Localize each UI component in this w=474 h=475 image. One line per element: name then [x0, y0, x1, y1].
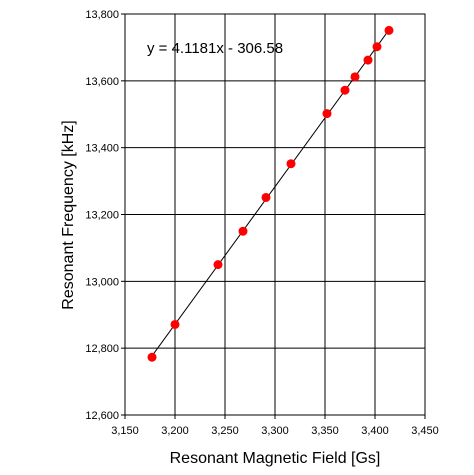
data-point [350, 72, 360, 82]
x-tick-label: 3,200 [161, 425, 189, 437]
y-axis-ticks: 12,600 12,800 13,000 13,200 13,400 13,600 13,8… [85, 9, 125, 422]
x-axis-ticks: 3,150 3,200 3,250 3,300 3,350 3,400 3,450 [111, 415, 439, 437]
y-tick-label: 13,600 [85, 76, 119, 88]
data-point [372, 42, 382, 52]
data-point [170, 319, 180, 329]
trendline-group [151, 29, 390, 357]
data-point [286, 159, 296, 169]
data-point [340, 85, 350, 95]
y-tick-label: 12,800 [85, 343, 119, 355]
x-tick-label: 3,250 [211, 425, 239, 437]
data-points [147, 25, 394, 362]
x-tick-label: 3,350 [311, 425, 339, 437]
y-axis-title: Resonant Frequency [kHz] [60, 120, 77, 309]
data-point [261, 192, 271, 202]
y-tick-label: 13,000 [85, 276, 119, 288]
y-tick-label: 12,600 [85, 410, 119, 422]
data-point [213, 260, 223, 270]
data-point [363, 55, 373, 65]
data-point [147, 352, 157, 362]
y-tick-label: 13,800 [85, 9, 119, 21]
trendline [151, 29, 390, 357]
x-tick-label: 3,450 [411, 425, 439, 437]
x-tick-label: 3,300 [261, 425, 289, 437]
y-tick-label: 13,400 [85, 143, 119, 155]
trendline-equation: y = 4.1181x - 306.58 [147, 40, 283, 57]
data-point [322, 109, 332, 119]
data-point [384, 25, 394, 35]
y-tick-label: 13,200 [85, 210, 119, 222]
x-tick-label: 3,400 [361, 425, 389, 437]
x-axis-title: Resonant Magnetic Field [Gs] [170, 450, 381, 467]
data-point [238, 226, 248, 236]
x-tick-label: 3,150 [111, 425, 139, 437]
